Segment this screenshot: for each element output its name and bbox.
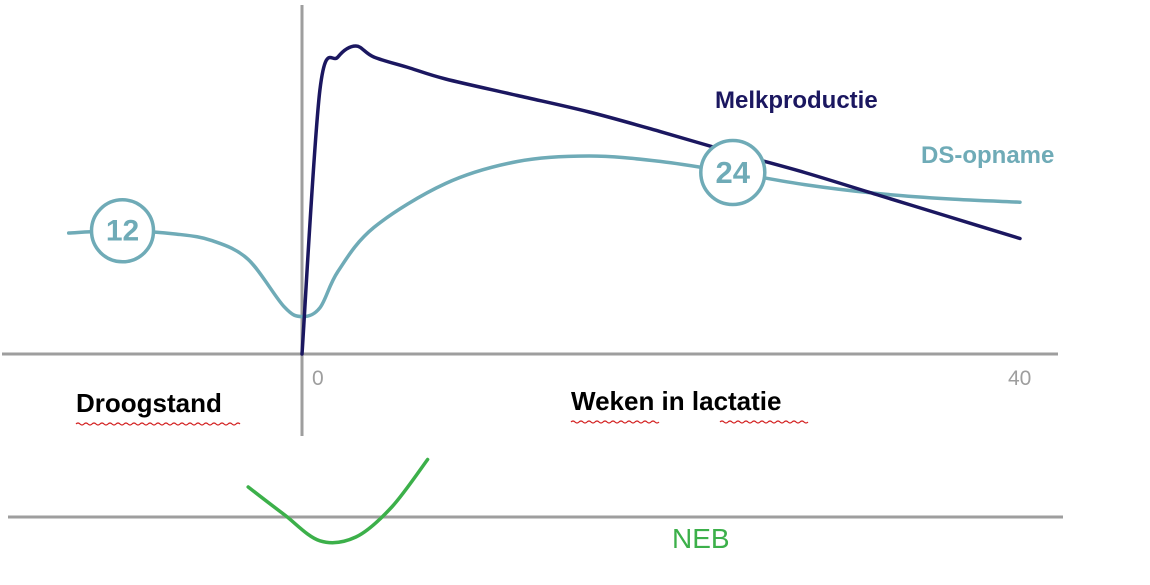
x-label-droogstand: Droogstand — [76, 388, 222, 418]
marker-24: 24 — [699, 138, 767, 207]
marker-12: 12 — [89, 198, 156, 264]
series-label-melkproductie: Melkproductie — [715, 87, 878, 114]
marker-circle — [89, 198, 156, 264]
x-tick-label: 0 — [312, 367, 324, 390]
series-line-ds-opname — [66, 154, 1022, 319]
series-label-ds-opname: DS-opname — [921, 142, 1054, 169]
series-line-neb — [246, 457, 430, 545]
marker-label: 12 — [106, 214, 139, 247]
marker-label: 24 — [716, 155, 751, 190]
marker-circle — [699, 138, 767, 207]
series-label-neb: NEB — [672, 523, 730, 554]
spellcheck-underline — [719, 420, 809, 424]
x-label-weken-in-lactatie: Weken in lactatie — [571, 386, 782, 416]
series-line-melkproductie — [300, 44, 1022, 356]
x-tick-label: 40 — [1008, 367, 1031, 390]
spellcheck-underline — [75, 422, 241, 426]
spellcheck-underline — [570, 420, 660, 424]
